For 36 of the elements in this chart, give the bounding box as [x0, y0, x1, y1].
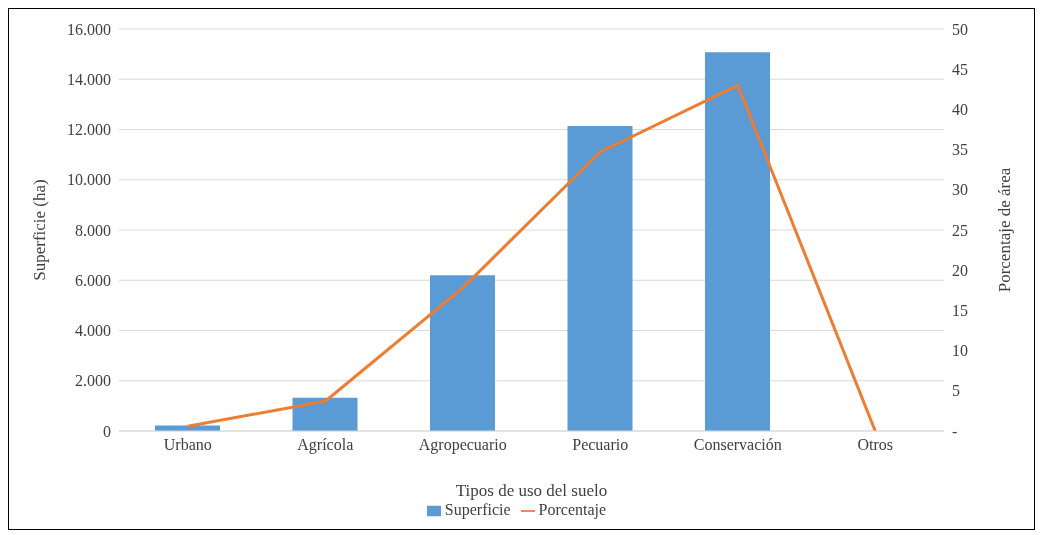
- x-tick-label: Agropecuario: [418, 436, 507, 455]
- y2-tick-label: 5: [952, 382, 960, 400]
- y2-tick-label: 35: [952, 141, 968, 159]
- bar: [705, 52, 770, 431]
- y-tick-label: 14.000: [67, 70, 111, 88]
- x-tick-label: Agrícola: [297, 436, 354, 455]
- y-tick-label: 10.000: [67, 171, 111, 189]
- bar: [430, 275, 495, 431]
- legend-label: Superficie: [444, 501, 511, 518]
- y2-tick-label: 50: [952, 20, 968, 38]
- x-tick-label: Urbano: [163, 436, 212, 454]
- x-tick-label: Pecuario: [572, 436, 629, 454]
- legend-label: Porcentaje: [538, 501, 607, 518]
- y2-tick-label: 25: [952, 221, 968, 239]
- y2-tick-label: 40: [952, 101, 968, 119]
- y2-axis-title: Porcentaje de área: [995, 167, 1015, 293]
- y-tick-label: 8.000: [75, 221, 111, 239]
- x-tick-label: Otros: [857, 436, 894, 454]
- y2-tick-label: -: [952, 422, 958, 440]
- y-tick-label: 0: [103, 422, 111, 440]
- y-tick-label: 4.000: [75, 322, 111, 340]
- y2-tick-label: 20: [952, 261, 968, 279]
- line-series: [186, 83, 877, 431]
- y2-tick-label: 10: [952, 342, 968, 360]
- y-tick-label: 16.000: [67, 20, 111, 38]
- y-tick-label: 12.000: [67, 121, 111, 139]
- y-axis-title: Superficie (ha): [30, 179, 50, 281]
- bar: [292, 397, 358, 431]
- y2-tick-label: 15: [952, 302, 968, 320]
- y-tick-label: 2.000: [75, 372, 111, 390]
- y2-tick-label: 30: [952, 181, 968, 199]
- y-tick-label: 6.000: [75, 271, 111, 289]
- y2-tick-label: 45: [952, 60, 968, 78]
- x-axis-title: Tipos de uso del suelo: [455, 481, 608, 500]
- bar: [567, 125, 633, 431]
- x-tick-label: Conservación: [693, 436, 782, 454]
